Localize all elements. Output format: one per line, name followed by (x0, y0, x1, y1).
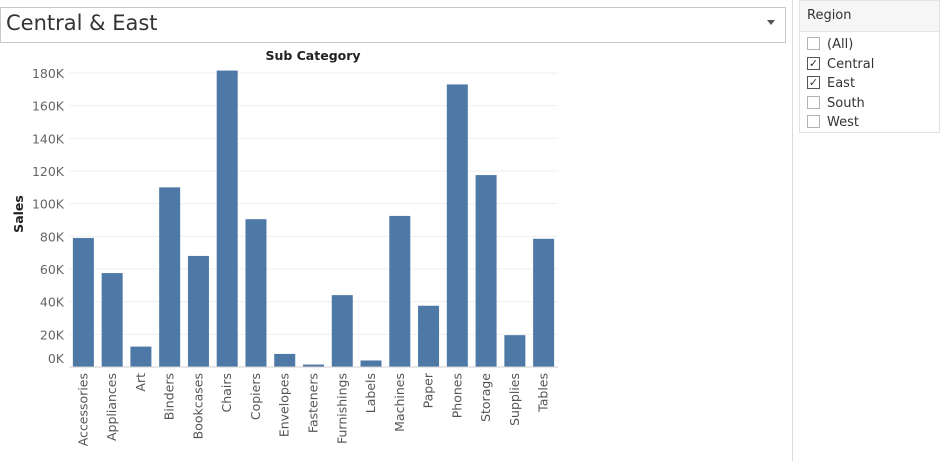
x-tick-label: Binders (162, 373, 177, 420)
bar-phones[interactable] (446, 84, 468, 367)
filter-item-east[interactable]: ✓ East (800, 74, 939, 94)
y-tick-label: 180K (32, 66, 65, 81)
filter-list: (All) ✓ Central ✓ East South West (800, 32, 939, 133)
x-tick-label: Phones (449, 373, 464, 418)
bar-labels[interactable] (360, 360, 382, 367)
chart-title: Sub Category (265, 48, 360, 63)
y-tick-label: 20K (40, 327, 65, 342)
y-tick-label: 60K (40, 262, 65, 277)
checkbox[interactable]: ✓ (807, 76, 820, 89)
y-tick-label: 0K (48, 351, 65, 366)
x-tick-label: Art (133, 373, 148, 392)
x-tick-label: Bookcases (190, 373, 205, 439)
filter-item-all[interactable]: (All) (800, 35, 939, 55)
checkbox[interactable]: ✓ (807, 56, 820, 70)
bar-appliances[interactable] (101, 273, 123, 367)
filter-item-label: East (827, 76, 856, 91)
x-tick-label: Fasteners (306, 373, 321, 433)
x-tick-label: Storage (478, 373, 493, 422)
y-tick-label: 160K (32, 99, 65, 114)
x-tick-label: Furnishings (334, 373, 349, 444)
x-tick-label: Appliances (104, 373, 119, 441)
region-filter: Region (All) ✓ Central ✓ East South West (799, 0, 940, 133)
bar-chairs[interactable] (216, 70, 238, 368)
y-tick-label: 40K (40, 295, 65, 310)
bar-art[interactable] (130, 346, 152, 367)
bar-tables[interactable] (533, 238, 555, 367)
bars (72, 70, 555, 368)
filter-title: Region (800, 1, 939, 32)
filter-item-west[interactable]: West (800, 113, 939, 133)
x-tick-label: Copiers (248, 373, 263, 420)
y-tick-label: 140K (32, 131, 65, 146)
x-tick-label: Labels (363, 373, 378, 413)
x-tick-label: Paper (421, 372, 436, 408)
filter-item-central[interactable]: ✓ Central (800, 55, 939, 75)
bar-envelopes[interactable] (274, 353, 296, 367)
filter-item-label: South (827, 95, 865, 111)
x-tick-label: Supplies (507, 373, 522, 426)
gridlines (69, 72, 558, 335)
y-axis-label: Sales (11, 195, 26, 233)
y-tick-label: 100K (32, 197, 65, 212)
x-axis-ticks: Accessories Appliances Art Binders Bookcases… (75, 372, 550, 446)
panel-divider (792, 0, 793, 461)
page-title: Central & East (6, 11, 158, 35)
sales-bar-chart: Sub Category Sales 0K 20K 40K 60K 80K 100K 120… (11, 48, 558, 446)
bar-copiers[interactable] (245, 219, 267, 367)
bar-paper[interactable] (418, 305, 440, 367)
x-tick-label: Chairs (219, 373, 234, 412)
checkbox[interactable] (807, 95, 820, 109)
x-tick-label: Tables (536, 373, 551, 413)
filter-item-south[interactable]: South (800, 94, 939, 114)
checkbox[interactable] (807, 115, 820, 128)
chevron-down-icon[interactable] (767, 20, 775, 25)
bar-storage[interactable] (475, 175, 497, 367)
y-tick-label: 80K (40, 229, 65, 244)
x-tick-label: Machines (392, 373, 407, 432)
filter-item-label: West (827, 115, 859, 130)
y-axis-ticks: 0K 20K 40K 60K 80K 100K 120K 140K 160K 180K (32, 66, 65, 366)
bar-bookcases[interactable] (187, 255, 209, 367)
checkbox[interactable] (807, 37, 820, 50)
bar-accessories[interactable] (72, 237, 94, 367)
bar-supplies[interactable] (504, 335, 526, 367)
bar-furnishings[interactable] (331, 295, 353, 367)
bar-fasteners[interactable] (303, 364, 324, 367)
filter-item-label: Central (827, 56, 875, 72)
title-dropdown[interactable]: Central & East (0, 7, 786, 43)
y-tick-label: 120K (32, 164, 65, 179)
bar-binders[interactable] (159, 187, 181, 367)
bar-machines[interactable] (389, 215, 411, 367)
x-tick-label: Envelopes (277, 373, 292, 437)
filter-item-label: (All) (827, 37, 854, 52)
x-tick-label: Accessories (75, 373, 90, 446)
